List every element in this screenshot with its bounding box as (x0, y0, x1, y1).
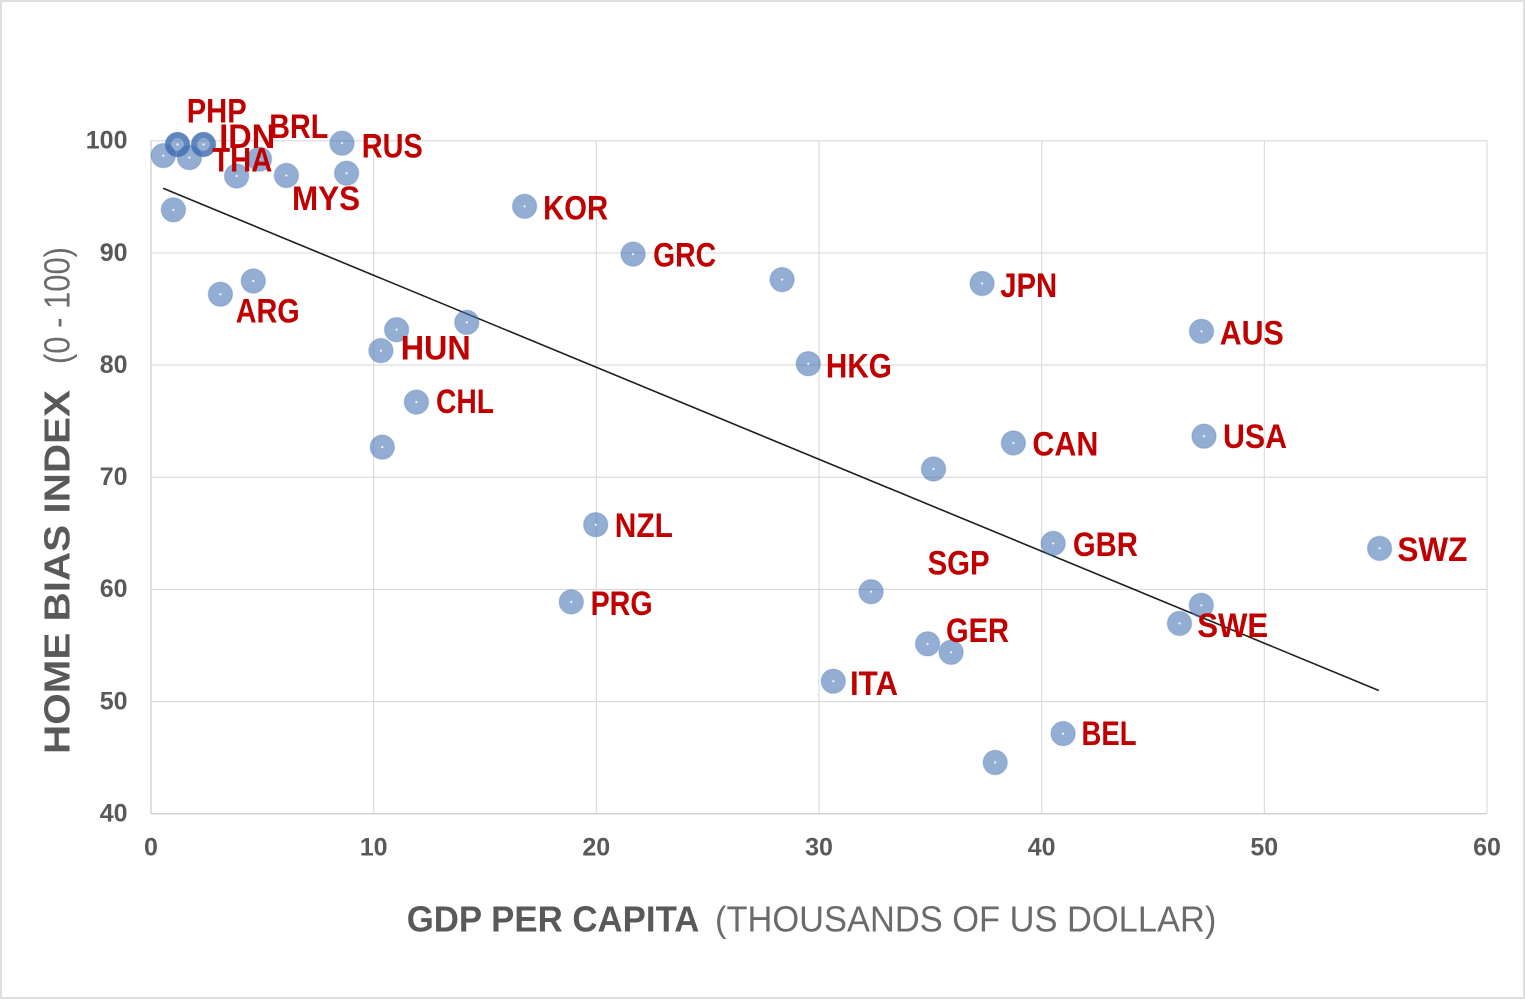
svg-text:SGP: SGP (928, 545, 990, 583)
svg-text:KOR: KOR (543, 190, 608, 228)
svg-text:USA: USA (1223, 418, 1287, 456)
svg-text:BEL: BEL (1082, 715, 1137, 753)
svg-text:BRL: BRL (269, 108, 328, 146)
svg-text:80: 80 (100, 351, 128, 379)
svg-text:40: 40 (1028, 833, 1056, 861)
svg-text:HUN: HUN (401, 330, 471, 368)
svg-text:CHL: CHL (436, 383, 494, 421)
svg-text:90: 90 (100, 239, 128, 267)
svg-text:70: 70 (100, 463, 128, 491)
svg-text:ARG: ARG (236, 293, 300, 331)
svg-text:JPN: JPN (1000, 267, 1057, 305)
svg-text:IDN: IDN (219, 118, 275, 156)
svg-text:THA: THA (212, 142, 272, 180)
svg-text:PRG: PRG (591, 585, 653, 623)
svg-text:CAN: CAN (1032, 426, 1098, 464)
svg-text:GRC: GRC (653, 236, 716, 274)
svg-text:ITA: ITA (850, 665, 898, 703)
svg-text:30: 30 (805, 833, 833, 861)
svg-text:20: 20 (582, 833, 610, 861)
svg-text:GER: GER (946, 612, 1009, 650)
svg-text:HOME BIAS INDEX: HOME BIAS INDEX (37, 389, 78, 754)
svg-text:HKG: HKG (826, 348, 892, 386)
svg-text:50: 50 (1250, 833, 1278, 861)
svg-text:NZL: NZL (615, 507, 673, 545)
svg-text:0: 0 (144, 833, 158, 861)
svg-text:MYS: MYS (292, 180, 360, 218)
svg-text:AUS: AUS (1220, 315, 1284, 353)
svg-text:60: 60 (1473, 833, 1501, 861)
svg-text:RUS: RUS (362, 128, 423, 166)
svg-text:SWZ: SWZ (1397, 531, 1467, 569)
svg-text:10: 10 (360, 833, 388, 861)
svg-text:50: 50 (100, 687, 128, 715)
svg-text:(THOUSANDS OF US DOLLAR): (THOUSANDS OF US DOLLAR) (715, 899, 1216, 940)
svg-text:GDP PER CAPITA: GDP PER CAPITA (407, 899, 700, 940)
svg-text:60: 60 (100, 575, 128, 603)
svg-text:PHP: PHP (187, 92, 247, 130)
svg-text:40: 40 (100, 800, 128, 828)
svg-text:(0 - 100): (0 - 100) (37, 247, 78, 364)
svg-text:GBR: GBR (1073, 526, 1138, 564)
svg-text:100: 100 (86, 127, 128, 155)
svg-text:SWE: SWE (1197, 607, 1268, 645)
